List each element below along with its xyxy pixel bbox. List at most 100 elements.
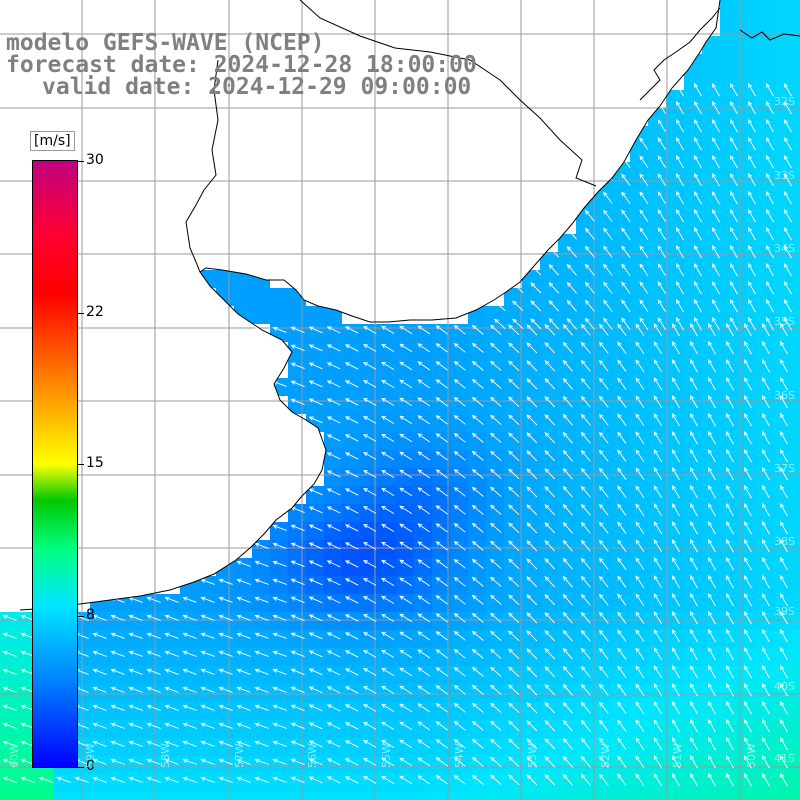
wind-arrow — [765, 316, 774, 331]
wind-arrow — [453, 667, 466, 677]
wind-speed-cell — [792, 504, 800, 522]
wind-speed-cell — [558, 576, 576, 594]
wind-speed-cell — [540, 720, 558, 738]
wind-arrow — [526, 540, 538, 552]
wind-arrow — [344, 596, 359, 604]
wind-arrow — [200, 596, 215, 603]
model-title: modelo GEFS-WAVE (NCEP) — [6, 30, 325, 56]
wind-arrow — [544, 648, 556, 660]
wind-arrow — [657, 119, 667, 133]
wind-speed-cell — [288, 792, 306, 800]
wind-speed-cell — [594, 576, 612, 594]
wind-arrow — [110, 758, 125, 765]
wind-arrow — [707, 430, 716, 445]
wind-arrow — [617, 413, 627, 426]
wind-speed-cell — [774, 576, 792, 594]
wind-arrow — [617, 557, 627, 570]
wind-arrow — [272, 614, 287, 621]
wind-speed-cell — [306, 558, 324, 576]
wind-arrow — [671, 647, 680, 661]
wind-arrow — [617, 377, 627, 390]
lon-label: 60W — [8, 743, 21, 768]
wind-speed-cell — [792, 468, 800, 486]
wind-arrow — [290, 668, 305, 676]
wind-speed-cell — [306, 612, 324, 630]
wind-arrow — [344, 686, 359, 694]
wind-speed-cell — [432, 684, 450, 702]
wind-arrow — [526, 720, 538, 732]
wind-arrow — [671, 341, 680, 355]
wind-speed-cell — [504, 720, 522, 738]
wind-arrow — [562, 503, 573, 516]
wind-arrow — [639, 317, 649, 331]
wind-arrow — [639, 245, 649, 259]
wind-speed-cell — [288, 540, 306, 558]
wind-arrow — [707, 556, 716, 571]
wind-arrow — [725, 358, 734, 373]
lagoon-outline — [639, 7, 721, 101]
wind-speed-cell — [432, 396, 450, 414]
wind-arrow — [272, 596, 287, 603]
wind-arrow — [308, 740, 323, 748]
wind-speed-cell — [630, 162, 648, 180]
wind-arrow — [164, 704, 179, 711]
wind-speed-cell — [630, 504, 648, 522]
wind-speed-cell — [378, 378, 396, 396]
wind-speed-cell — [396, 684, 414, 702]
wind-speed-cell — [522, 360, 540, 378]
wind-speed-cell — [414, 684, 432, 702]
wind-speed-cell — [576, 738, 594, 756]
wind-speed-cell — [486, 648, 504, 666]
wind-speed-cell — [684, 522, 702, 540]
wind-speed-cell — [342, 540, 360, 558]
wind-speed-cell — [504, 396, 522, 414]
wind-arrow — [599, 323, 609, 336]
wind-speed-cell — [396, 378, 414, 396]
wind-arrow — [725, 502, 734, 517]
wind-speed-cell — [576, 648, 594, 666]
wind-speed-cell — [486, 630, 504, 648]
wind-arrow — [363, 740, 377, 748]
wind-arrow — [236, 632, 251, 639]
wind-speed-cell — [594, 414, 612, 432]
wind-arrow — [580, 503, 591, 516]
wind-arrow — [92, 686, 107, 693]
wind-arrow — [218, 722, 233, 729]
wind-arrow — [779, 592, 788, 607]
wind-speed-cell — [594, 234, 612, 252]
wind-arrow — [363, 452, 377, 460]
wind-arrow — [693, 208, 702, 223]
wind-arrow — [544, 666, 556, 678]
wind-speed-cell — [360, 576, 378, 594]
wind-speed-cell — [522, 504, 540, 522]
wind-arrow — [725, 466, 734, 481]
wind-arrow — [635, 485, 645, 499]
wind-arrow — [653, 773, 663, 787]
wind-speed-cell — [738, 738, 756, 756]
wind-arrow — [272, 524, 287, 531]
wind-arrow — [326, 668, 341, 676]
wind-speed-cell — [270, 306, 288, 324]
wind-arrow — [508, 342, 520, 354]
wind-arrow — [653, 557, 663, 571]
wind-speed-cell — [756, 360, 774, 378]
wind-speed-cell — [414, 432, 432, 450]
wind-speed-cell — [180, 648, 198, 666]
wind-arrow — [290, 722, 305, 730]
wind-speed-cell — [756, 576, 774, 594]
coastline-layer — [19, 0, 800, 611]
wind-arrow — [182, 740, 197, 747]
wind-arrow — [743, 448, 752, 463]
wind-speed-cell — [648, 414, 666, 432]
wind-speed-cell — [378, 594, 396, 612]
wind-arrow — [182, 722, 197, 729]
wind-speed-cell — [504, 612, 522, 630]
wind-speed-cell — [432, 504, 450, 522]
wind-speed-cell — [594, 522, 612, 540]
wind-arrow — [599, 341, 609, 354]
wind-speed-cell — [378, 684, 396, 702]
wind-speed-cell — [126, 756, 144, 774]
wind-arrow — [617, 593, 627, 606]
wind-speed-cell — [450, 414, 468, 432]
wind-speed-cell — [450, 666, 468, 684]
